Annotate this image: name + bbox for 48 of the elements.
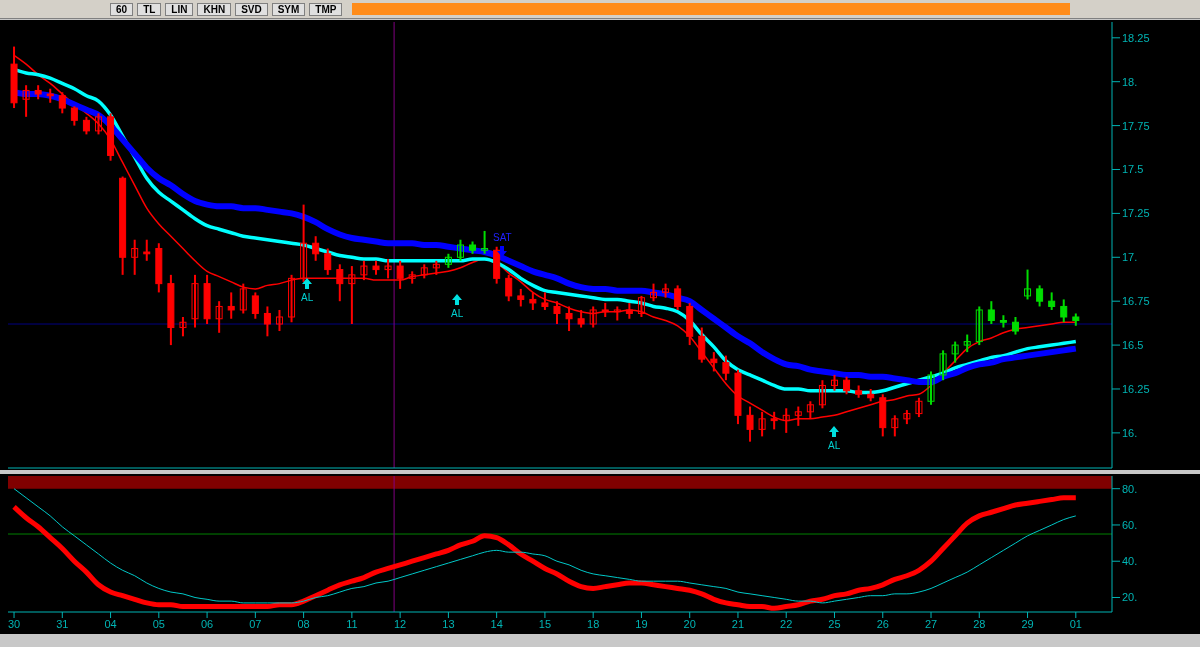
y-tick-label: 17.75	[1122, 119, 1150, 132]
annotation: AL	[450, 308, 465, 319]
x-tick-label: 21	[731, 617, 745, 630]
x-tick-label: 11	[346, 617, 358, 630]
y-tick-label: 40.	[1122, 555, 1138, 568]
text: TL	[137, 2, 162, 16]
y-tick-label: 18.	[1122, 75, 1138, 88]
x-tick-label: 22	[780, 617, 793, 630]
y-tick-label: 16.25	[1122, 382, 1150, 395]
x-tick-label: 08	[297, 617, 310, 630]
x-tick-label: 13	[442, 617, 455, 630]
x-tick-label: 20	[683, 617, 696, 630]
y-tick-label: 18.25	[1122, 31, 1150, 44]
y-tick-label: 16.	[1122, 426, 1138, 439]
x-tick-label: 07	[249, 617, 262, 630]
x-tick-label: 26	[876, 617, 889, 630]
text: TMP	[309, 2, 343, 16]
x-tick-label: 19	[635, 617, 648, 630]
annotation: AL	[300, 292, 315, 303]
x-tick-label: 29	[1021, 617, 1034, 630]
x-tick-label: 14	[490, 617, 503, 630]
x-tick-label: 30	[7, 617, 21, 630]
x-tick-label: 28	[973, 617, 986, 630]
x-tick-label: 04	[104, 617, 117, 630]
x-tick-label: 25	[828, 617, 841, 630]
x-tick-label: 31	[56, 617, 69, 630]
annotation: AL	[827, 440, 842, 451]
text: 60	[110, 2, 134, 16]
y-tick-label: 17.5	[1122, 163, 1144, 176]
x-tick-label: 27	[924, 617, 938, 630]
y-tick-label: 17.	[1122, 251, 1138, 264]
y-tick-label: 80.	[1122, 482, 1138, 495]
x-tick-label: 01	[1069, 617, 1082, 630]
text: LIN	[165, 2, 194, 16]
x-tick-label: 18	[587, 617, 600, 630]
y-tick-label: 17.25	[1122, 207, 1150, 220]
x-tick-label: 15	[538, 617, 552, 630]
y-tick-label: 16.5	[1122, 338, 1144, 351]
y-tick-label: 20.	[1122, 591, 1138, 604]
y-tick-label: 16.75	[1122, 295, 1150, 308]
annotation: SAT	[492, 232, 513, 243]
text: SVD	[235, 2, 268, 16]
x-tick-label: 06	[200, 617, 214, 630]
text: SYM	[271, 2, 306, 16]
y-tick-label: 60.	[1122, 518, 1138, 531]
x-tick-label: 12	[394, 617, 407, 630]
x-tick-label: 05	[152, 617, 165, 630]
text: KHN	[197, 2, 232, 16]
